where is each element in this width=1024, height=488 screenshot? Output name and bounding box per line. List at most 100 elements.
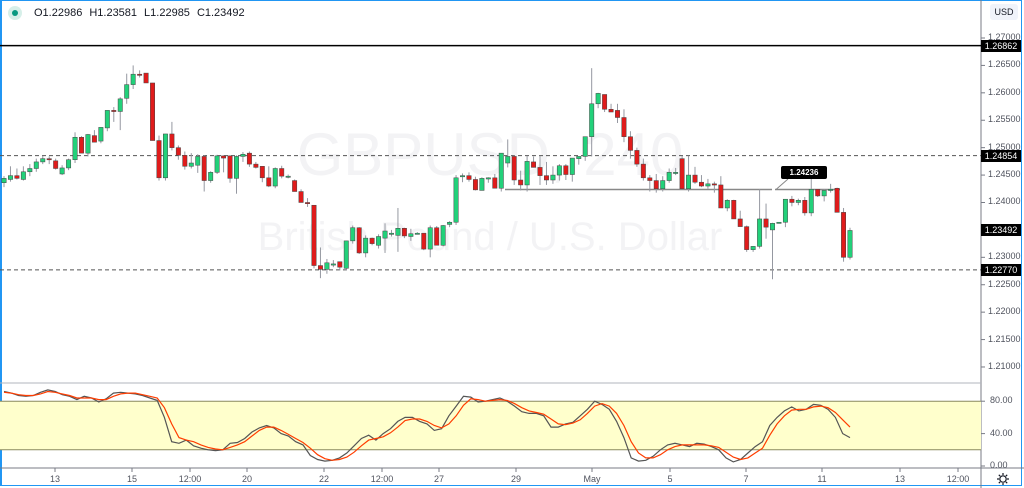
candle-up [776,221,782,224]
price-tick-label: 1.25000 [988,141,1021,152]
candle-down [266,177,272,187]
price-tick-label: 1.22500 [988,278,1021,289]
osc-tick-label: 80.00 [990,395,1013,406]
candle-down [718,184,724,209]
candle-up [408,233,414,237]
candle-up [389,232,394,235]
candle-down [91,135,97,143]
market-status-icon[interactable] [8,6,22,20]
candle-down [79,136,84,154]
price-tick-label: 1.21500 [988,333,1021,344]
candle-down [434,227,440,246]
time-label: 13 [49,474,61,484]
candle-up [414,232,420,235]
candle-down [156,140,162,179]
price-tag: 1.22770 [981,263,1021,276]
candle-down [472,179,478,191]
candle-down [279,168,285,177]
candle-down [647,177,653,181]
time-label: 29 [510,474,522,484]
candle-up [589,103,595,137]
osc-tick-label: 0.00 [990,460,1008,470]
candle-down [401,228,407,237]
candle-up [660,180,666,190]
candle-down [292,180,298,192]
candle-up [98,127,104,142]
callout-pointer [775,178,789,190]
candle-up [550,174,556,181]
candle-down [744,226,750,250]
price-tag: 1.23492 [981,224,1021,237]
candle-down [492,177,498,189]
candle-down [46,158,52,161]
candle-up [847,230,853,258]
time-label: May [583,474,601,484]
price-tick-label: 1.26000 [988,86,1021,97]
watermark-symbol: GBPUSD, 240 [297,121,684,188]
candle-up [447,221,453,225]
candle-down [731,200,737,220]
currency-button[interactable]: USD [990,4,1018,20]
candle-up [569,157,575,175]
candle-up [440,225,446,246]
candle-down [259,166,265,179]
candle-down [305,202,310,204]
ohlc-legend: O1.22986 H1.23581 L1.22985 C1.23492 [8,6,252,20]
candle-down [627,136,633,151]
candle-up [498,152,504,189]
candle-up [576,156,582,159]
time-label: 11 [817,474,827,484]
candle-down [563,165,569,175]
candle-up [330,263,336,266]
candle-up [582,136,588,157]
candle-up [188,162,194,167]
candle-up [117,98,123,112]
candle-up [1,178,7,184]
settings-gear-icon[interactable] [996,472,1010,486]
candle-down [834,187,840,213]
candle-down [518,179,524,186]
candle-up [85,134,91,154]
candle-up [104,110,110,129]
candle-down [615,110,620,118]
candle-down [369,237,375,244]
candle-down [815,189,821,197]
candle-up [285,175,291,178]
candle-up [27,168,33,173]
candle-up [59,167,65,175]
candle-up [376,236,382,246]
candle-down [253,163,259,168]
candle-up [795,200,801,203]
candle-down [421,232,427,250]
price-tag: 1.24854 [981,149,1021,162]
price-tick-label: 1.25500 [988,114,1021,125]
price-callout[interactable]: 1.24236 [781,166,827,179]
candle-up [66,159,72,169]
time-label: 15 [126,474,138,484]
candle-up [770,223,775,231]
time-label: 20 [241,474,253,484]
candle-up [350,227,356,242]
candle-down [802,200,808,214]
candle-down [356,227,362,254]
candle-down [653,180,659,190]
candle-down [544,175,549,181]
candle-down [763,218,769,228]
candle-up [666,172,672,181]
candle-up [556,165,562,176]
candle-down [640,163,646,179]
candle-up [163,133,168,179]
candle-down [311,204,317,266]
candle-down [53,160,59,169]
candle-up [821,190,827,197]
candle-down [737,218,743,227]
candle-up [272,168,278,187]
candle-up [673,172,679,174]
time-label: 12:00 [370,474,394,484]
candle-down [143,72,149,84]
candle-up [234,156,239,179]
candle-down [602,94,608,110]
candle-up [524,161,530,186]
candle-down [227,155,233,179]
